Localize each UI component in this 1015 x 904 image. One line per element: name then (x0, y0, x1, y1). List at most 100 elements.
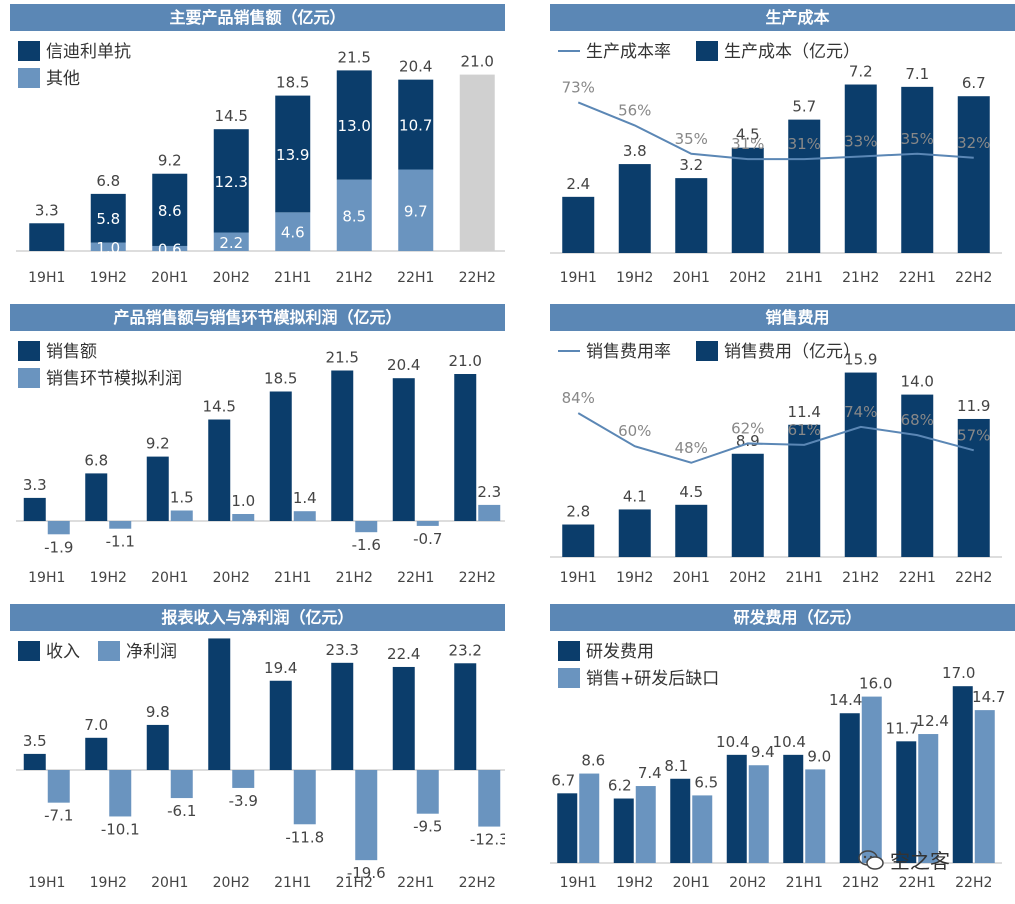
bar-series-2 (478, 504, 501, 521)
data-label-value: 2.8 (566, 503, 590, 521)
rate-line (577, 101, 974, 161)
x-tick-label: 20H2 (213, 570, 250, 586)
bar-series-1 (23, 753, 46, 770)
x-tick-label: 19H1 (28, 570, 65, 586)
bar-gap (748, 765, 769, 863)
data-label-value: 11.9 (957, 397, 990, 415)
bar-gap (579, 773, 600, 863)
legend-label: 生产成本率 (586, 42, 671, 62)
bar-gap (805, 769, 826, 863)
x-tick-label: 20H2 (729, 570, 766, 586)
x-tick-label: 20H1 (673, 270, 710, 286)
rate-label: 48% (675, 439, 708, 457)
bar-series-1 (23, 497, 46, 521)
data-label-value: 3.2 (679, 156, 703, 174)
bar-value (675, 178, 708, 253)
watermark: 空之客 (858, 845, 950, 874)
bar-series-1 (331, 370, 354, 521)
x-tick-label: 21H2 (336, 875, 373, 891)
data-label-series-2: 1.4 (293, 489, 317, 507)
bar-sintilimab (275, 95, 311, 213)
data-label-series-1: 22.4 (387, 645, 420, 663)
data-label-rd-expense: 17.0 (942, 664, 975, 682)
x-tick-label: 20H2 (729, 875, 766, 891)
legend-swatch (98, 641, 120, 661)
x-tick-label: 21H1 (786, 875, 823, 891)
data-label-series-1: 21.5 (326, 349, 359, 367)
rate-label: 61% (788, 421, 821, 439)
data-label-series-1: 7.0 (84, 716, 108, 734)
data-label-series-2: -1.9 (44, 538, 73, 556)
x-tick-label: 22H2 (955, 875, 992, 891)
data-label-rd-expense: 10.4 (773, 733, 806, 751)
rate-label: 35% (901, 130, 934, 148)
x-tick-label: 22H2 (955, 270, 992, 286)
data-label-series-2: -10.1 (101, 820, 140, 838)
bar-sintilimab (152, 173, 188, 246)
bar-series-2 (232, 770, 255, 788)
data-label-other: 1.0 (96, 239, 120, 257)
rate-label: 60% (618, 422, 651, 440)
bar-other (152, 245, 188, 251)
bar-gap (692, 795, 713, 863)
bar-series-2 (293, 511, 316, 521)
x-tick-label: 22H2 (459, 570, 496, 586)
legend-swatch (696, 341, 718, 361)
legend-label: 生产成本（亿元） (724, 42, 860, 62)
bar-series-1 (85, 737, 108, 770)
bar-sintilimab (29, 223, 65, 251)
rate-label: 62% (731, 419, 764, 437)
bar-value (957, 418, 990, 557)
rate-label: 31% (731, 135, 764, 153)
bar-other (398, 169, 434, 251)
panel-revenue-netprofit: 报表收入与净利润（亿元） 收入 净利润 3.5 -7.1 7.0 -10.1 9.8 -6.1… (10, 604, 509, 900)
data-label-total: 6.8 (96, 172, 120, 190)
bar-series-1 (269, 391, 292, 521)
bar-sintilimab (459, 74, 495, 251)
legend-label: 收入 (46, 642, 80, 662)
x-tick-label: 21H1 (274, 875, 311, 891)
data-label-series-2: 2.3 (477, 483, 501, 501)
bar-value (618, 164, 651, 253)
bar-value (957, 96, 990, 253)
data-label-series-2: 1.5 (170, 489, 194, 507)
data-label-rd-expense: 8.1 (664, 757, 688, 775)
data-label-value: 3.8 (623, 142, 647, 160)
panel-production-cost: 生产成本 生产成本率 生产成本（亿元） 2.4 3.8 3.2 4.5 5.7 7.2 7.1 6… (550, 4, 1015, 294)
rate-label: 57% (957, 426, 990, 444)
bar-gap (974, 710, 995, 863)
bar-value (618, 509, 651, 557)
data-label-value: 7.2 (849, 63, 873, 81)
data-label-gap: 14.7 (972, 688, 1005, 706)
x-tick-label: 20H2 (729, 270, 766, 286)
bar-sintilimab (213, 129, 249, 233)
legend-swatch (696, 41, 718, 61)
data-label-series-1: 3.3 (23, 476, 47, 494)
bar-rd-expense (613, 798, 634, 863)
bar-value (562, 524, 595, 557)
bar-series-2 (416, 521, 439, 526)
chart-title: 销售费用 (550, 304, 1015, 331)
data-label-series-2: -6.1 (167, 802, 196, 820)
bar-series-1 (146, 456, 169, 521)
bar-series-1 (208, 419, 231, 521)
x-tick-label: 19H2 (616, 270, 653, 286)
bar-gap (861, 696, 882, 863)
bar-value (901, 394, 934, 557)
bar-series-2 (293, 770, 316, 825)
legend-label: 销售额 (46, 342, 97, 362)
x-tick-label: 22H1 (899, 875, 936, 891)
data-label-total: 21.0 (461, 53, 494, 71)
bar-gap (635, 786, 656, 863)
bar-rd-expense (896, 741, 917, 863)
data-label-value: 14.0 (901, 373, 934, 391)
data-label-series-1: 18.5 (264, 370, 297, 388)
x-tick-label: 22H1 (899, 570, 936, 586)
rate-label: 32% (957, 134, 990, 152)
rate-label: 84% (562, 389, 595, 407)
rate-label: 35% (675, 130, 708, 148)
data-label-series-2: -9.5 (413, 818, 442, 836)
x-tick-label: 19H1 (28, 270, 65, 286)
